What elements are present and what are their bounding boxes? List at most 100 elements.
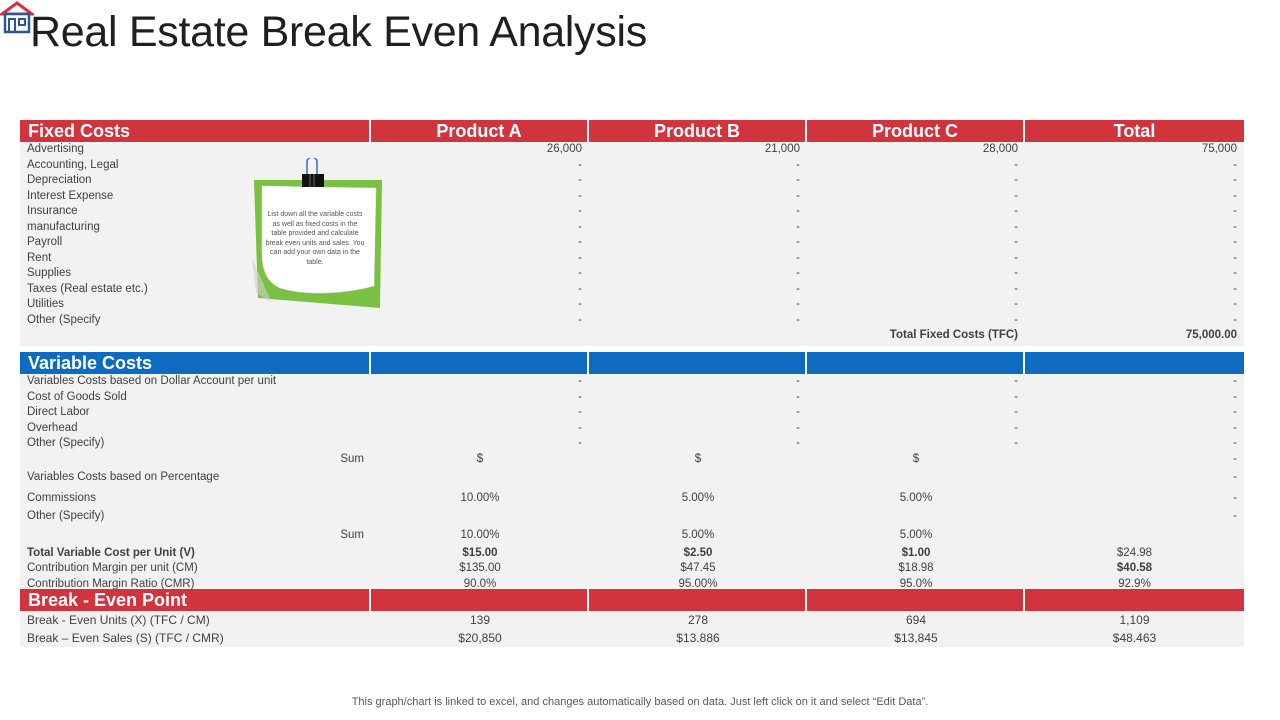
- table-cell[interactable]: -: [1014, 220, 1018, 233]
- table-cell[interactable]: -: [1233, 236, 1237, 248]
- table-cell[interactable]: 139: [469, 613, 491, 627]
- table-cell[interactable]: -: [1233, 189, 1237, 202]
- table-cell[interactable]: -: [1233, 298, 1237, 310]
- table-cell[interactable]: -: [1233, 492, 1237, 504]
- table-cell[interactable]: -: [578, 375, 582, 387]
- table-cell[interactable]: [371, 328, 589, 346]
- table-cell[interactable]: 75,000.00: [1185, 329, 1237, 341]
- table-cell[interactable]: 5.00%: [899, 528, 933, 541]
- table-cell[interactable]: $1.00: [901, 546, 931, 559]
- table-cell[interactable]: Insurance: [27, 205, 78, 217]
- table-cell[interactable]: $18.98: [898, 562, 934, 574]
- table-cell[interactable]: -: [1014, 298, 1018, 310]
- table-cell[interactable]: -: [578, 282, 582, 295]
- table-cell[interactable]: -: [796, 406, 800, 418]
- table-cell[interactable]: -: [1014, 236, 1018, 248]
- table-cell[interactable]: -: [578, 406, 582, 418]
- table-cell[interactable]: Contribution Margin Ratio (CMR): [27, 577, 195, 590]
- table-cell[interactable]: 21,000: [764, 143, 800, 155]
- table-cell[interactable]: Interest Expense: [27, 189, 114, 202]
- table-cell[interactable]: Cost of Goods Sold: [27, 390, 127, 403]
- table-cell[interactable]: 278: [687, 613, 709, 627]
- table-cell[interactable]: Supplies: [27, 267, 72, 279]
- table-cell[interactable]: -: [1233, 375, 1237, 387]
- table-cell[interactable]: -: [1014, 390, 1018, 403]
- table-cell[interactable]: -: [796, 236, 800, 248]
- table-cell[interactable]: Other (Specify): [27, 510, 105, 522]
- table-cell[interactable]: -: [796, 282, 800, 295]
- table-cell[interactable]: -: [1014, 406, 1018, 418]
- table-cell[interactable]: -: [796, 189, 800, 202]
- table-cell[interactable]: [371, 467, 589, 488]
- table-cell[interactable]: -: [1233, 471, 1237, 483]
- table-cell[interactable]: [589, 509, 807, 525]
- table-cell[interactable]: -: [796, 158, 800, 171]
- table-cell[interactable]: -: [1014, 158, 1018, 171]
- table-cell[interactable]: -: [578, 236, 582, 248]
- table-cell[interactable]: Contribution Margin per unit (CM): [27, 562, 198, 574]
- table-cell[interactable]: -: [1233, 251, 1237, 264]
- table-cell[interactable]: -: [1233, 437, 1237, 449]
- table-cell[interactable]: [20, 328, 371, 346]
- table-cell[interactable]: -: [578, 267, 582, 279]
- table-cell[interactable]: [807, 509, 1025, 525]
- table-cell[interactable]: 5.00%: [681, 528, 715, 541]
- table-cell[interactable]: Depreciation: [27, 174, 92, 186]
- table-cell[interactable]: -: [578, 298, 582, 310]
- table-cell[interactable]: 95.00%: [678, 577, 718, 590]
- table-cell[interactable]: $: [694, 452, 702, 465]
- table-cell[interactable]: Break - Even Units (X) (TFC / CM): [27, 613, 210, 627]
- table-cell[interactable]: $24.98: [1116, 546, 1153, 559]
- table-cell[interactable]: Payroll: [27, 236, 63, 248]
- table-cell[interactable]: $13.886: [676, 631, 720, 645]
- table-cell[interactable]: -: [578, 158, 582, 171]
- table-cell[interactable]: Rent: [27, 251, 52, 264]
- table-cell[interactable]: Sum: [340, 452, 364, 465]
- table-cell[interactable]: 26,000: [546, 143, 582, 155]
- table-cell[interactable]: -: [1233, 390, 1237, 403]
- table-cell[interactable]: Variables Costs based on Dollar Account …: [27, 375, 277, 387]
- table-cell[interactable]: -: [1014, 313, 1018, 326]
- table-cell[interactable]: -: [578, 437, 582, 449]
- table-cell[interactable]: -: [1233, 205, 1237, 217]
- table-cell[interactable]: -: [1014, 174, 1018, 186]
- table-cell[interactable]: Sum: [340, 528, 364, 541]
- table-cell[interactable]: -: [1014, 205, 1018, 217]
- table-cell[interactable]: Taxes (Real estate etc.): [27, 282, 148, 295]
- table-cell[interactable]: Break – Even Sales (S) (TFC / CMR): [27, 631, 224, 645]
- table-cell[interactable]: Utilities: [27, 298, 65, 310]
- table-cell[interactable]: $2.50: [683, 546, 713, 559]
- table-cell[interactable]: -: [1014, 267, 1018, 279]
- table-cell[interactable]: -: [1014, 421, 1018, 434]
- table-cell[interactable]: $40.58: [1116, 562, 1153, 574]
- table-cell[interactable]: 75,000: [1201, 143, 1237, 155]
- table-cell[interactable]: Other (Specify: [27, 313, 101, 326]
- table-cell[interactable]: Total Variable Cost per Unit (V): [27, 546, 195, 559]
- table-cell[interactable]: $: [476, 452, 484, 465]
- table-cell[interactable]: -: [578, 390, 582, 403]
- table-cell[interactable]: Other (Specify): [27, 437, 105, 449]
- table-cell[interactable]: -: [1014, 189, 1018, 202]
- break-even-table[interactable]: Break - Even Point Break - Even Units (X…: [20, 589, 1244, 647]
- table-cell[interactable]: -: [796, 267, 800, 279]
- table-cell[interactable]: Overhead: [27, 421, 78, 434]
- table-cell[interactable]: 694: [905, 613, 927, 627]
- table-cell[interactable]: Commissions: [27, 492, 97, 504]
- table-cell[interactable]: -: [1233, 313, 1237, 326]
- table-cell[interactable]: -: [796, 313, 800, 326]
- table-cell[interactable]: -: [796, 390, 800, 403]
- table-cell[interactable]: Variables Costs based on Percentage: [27, 471, 220, 483]
- table-cell[interactable]: -: [578, 220, 582, 233]
- variable-costs-table[interactable]: Variable Costs Variables Costs based on …: [20, 352, 1244, 592]
- table-cell[interactable]: $15.00: [462, 546, 498, 559]
- table-cell[interactable]: -: [796, 421, 800, 434]
- table-cell[interactable]: -: [578, 421, 582, 434]
- table-cell[interactable]: 10.00%: [460, 492, 500, 504]
- table-cell[interactable]: -: [1233, 510, 1237, 522]
- table-cell[interactable]: Advertising: [27, 143, 84, 155]
- table-cell[interactable]: -: [1014, 251, 1018, 264]
- table-cell[interactable]: 1,109: [1119, 613, 1150, 627]
- table-cell[interactable]: -: [796, 251, 800, 264]
- table-cell[interactable]: -: [796, 205, 800, 217]
- table-cell[interactable]: manufacturing: [27, 220, 100, 233]
